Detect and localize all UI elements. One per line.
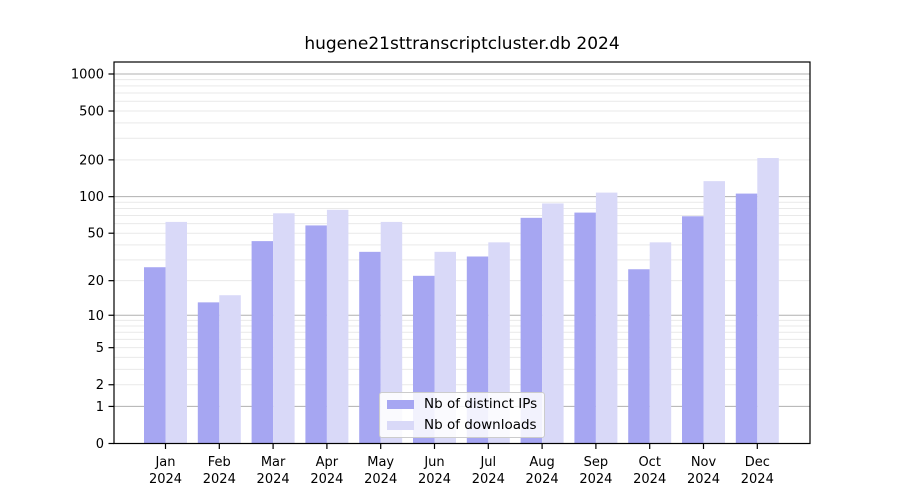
bar-downloads [542,203,564,444]
x-tick-label-month: Oct [638,455,660,470]
x-tick-label-year: 2024 [149,472,182,487]
x-tick-label-month: Apr [316,455,339,470]
legend-swatch-downloads [387,420,414,430]
x-tick-label-year: 2024 [203,472,236,487]
bar-distinct-ips [628,269,650,444]
x-tick-label-year: 2024 [526,472,559,487]
x-tick-label-month: Nov [691,455,717,470]
legend-swatch-distinct-ips [387,400,414,410]
bar-distinct-ips [735,193,758,444]
bar-downloads [219,295,241,444]
y-tick-label: 500 [79,105,104,120]
y-tick-label: 50 [87,227,104,242]
legend-label-downloads: Nb of downloads [424,416,537,433]
bar-distinct-ips [305,225,327,444]
bar-downloads [703,181,725,444]
legend-item-downloads: Nb of downloads [387,416,537,433]
x-tick-label-month: Dec [745,455,770,470]
x-tick-label-month: Feb [208,455,231,470]
y-tick-label: 200 [79,153,104,168]
bar-downloads [273,213,295,444]
bar-downloads [757,158,779,444]
x-tick-label-year: 2024 [364,472,397,487]
bar-distinct-ips [682,216,704,444]
x-tick-label-month: May [367,455,394,470]
x-tick-label-month: Jan [154,455,175,470]
x-tick-label-year: 2024 [741,472,774,487]
bar-distinct-ips [144,267,166,444]
legend-item-distinct-ips: Nb of distinct IPs [387,396,538,412]
x-tick-label-year: 2024 [418,472,451,487]
bar-distinct-ips [520,217,543,444]
x-tick-label-year: 2024 [472,472,505,487]
x-tick-label-year: 2024 [633,472,666,487]
x-tick-label-month: Aug [529,455,554,470]
y-tick-label: 0 [96,437,104,452]
y-tick-label: 1000 [71,67,104,82]
x-tick-label-year: 2024 [579,472,612,487]
bar-downloads [649,242,672,444]
x-tick-label-month: Mar [261,455,286,470]
y-tick-label: 1 [96,400,104,415]
bar-downloads [165,221,187,444]
y-tick-label: 2 [96,378,104,393]
x-tick-label-month: Jun [423,455,444,470]
bar-downloads [595,192,618,444]
x-tick-label-month: Sep [584,455,609,470]
y-tick-label: 10 [87,309,104,324]
x-tick-label-year: 2024 [687,472,720,487]
y-tick-label: 5 [96,341,104,356]
bar-downloads [380,221,403,444]
bar-distinct-ips [251,241,274,444]
bar-distinct-ips [197,302,220,444]
x-tick-label-year: 2024 [310,472,343,487]
y-tick-label: 20 [87,274,104,289]
bar-distinct-ips [359,251,381,444]
bar-distinct-ips [574,212,596,444]
x-tick-label-month: Jul [479,455,496,470]
legend-label-distinct-ips: Nb of distinct IPs [424,396,538,412]
x-tick-label-year: 2024 [257,472,290,487]
bar-downloads [326,209,349,444]
legend: Nb of distinct IPs Nb of downloads [379,392,545,438]
y-tick-label: 100 [79,190,104,205]
axis-frame [113,61,811,445]
chart-title: hugene21sttranscriptcluster.db 2024 [304,34,620,54]
